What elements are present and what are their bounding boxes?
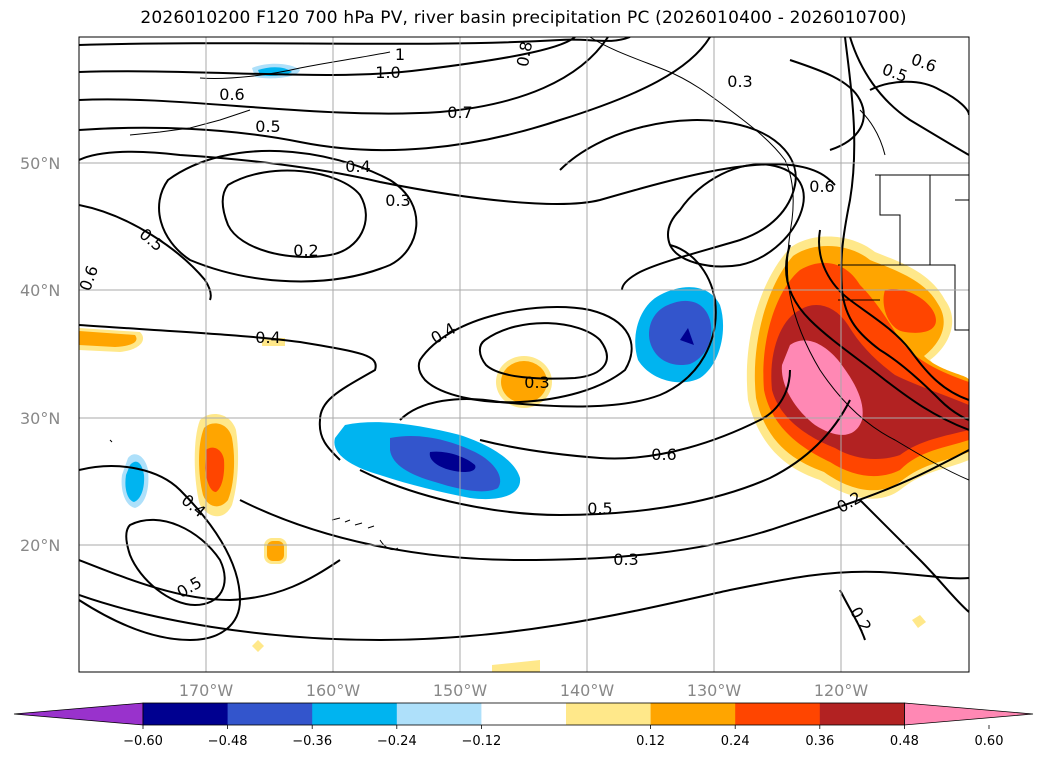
contour-line [79, 204, 212, 301]
colorbar-tick-label: −0.48 [208, 734, 248, 749]
longitude-labels: 170°W 160°W 150°W 140°W 130°W 120°W [179, 681, 869, 700]
lat-label: 30°N [20, 409, 60, 428]
lon-label: 130°W [687, 681, 742, 700]
contour-label: 0.3 [524, 373, 549, 392]
contour-line [417, 306, 633, 404]
colorbar-tick-label: −0.36 [292, 734, 332, 749]
contour-line [840, 37, 969, 421]
contour-label: 0.7 [447, 103, 472, 122]
lat-label: 40°N [20, 281, 60, 300]
contour-label: 0.3 [613, 550, 638, 569]
colorbar-tick-label: −0.24 [377, 734, 417, 749]
colorbar-segment [312, 703, 398, 725]
contour-line [158, 149, 418, 283]
colorbar-tick-label: 0.12 [636, 734, 665, 749]
lon-label: 170°W [179, 681, 234, 700]
contour-label: 0.2 [293, 241, 318, 260]
lon-label: 120°W [814, 681, 869, 700]
contour-label: 1 [395, 45, 405, 64]
contour-line [789, 59, 865, 151]
contour-line [869, 80, 969, 116]
colorbar-tick-label: 0.48 [890, 734, 919, 749]
colorbar-segment [227, 703, 313, 725]
coastline-north-america [589, 37, 969, 481]
contour-line [849, 37, 969, 156]
lon-label: 150°W [433, 681, 488, 700]
colorbar-segment [566, 703, 652, 725]
colorbar-segment [650, 703, 736, 725]
contour-line [667, 163, 805, 268]
colorbar-tick-label: 0.36 [805, 734, 834, 749]
colorbar-extend-low [13, 702, 144, 726]
lat-label: 20°N [20, 536, 60, 555]
colorbar: −0.60 −0.48 −0.36 −0.24 −0.12 0.12 0.24 0.36 0.4… [13, 702, 1034, 749]
colorbar-tick-label: 0.60 [975, 734, 1004, 749]
precip-shading [79, 63, 969, 672]
contour-line [478, 322, 608, 380]
contour-line [359, 399, 851, 517]
contour-line [79, 465, 242, 642]
contour-line [125, 519, 226, 607]
contour-label: 0.3 [727, 72, 752, 91]
colorbar-tick-label: 0.24 [721, 734, 750, 749]
contour-label: 0.5 [587, 499, 612, 518]
contour-line [79, 324, 377, 461]
contour-line [79, 37, 609, 115]
contour-label: 0.5 [255, 117, 280, 136]
coastlines [109, 37, 969, 551]
colorbar-segment [735, 703, 821, 725]
lon-label: 160°W [306, 681, 361, 700]
contour-line [79, 559, 341, 602]
contour-line [79, 37, 576, 76]
contour-label: 1.0 [375, 63, 400, 82]
colorbar-segment [481, 703, 567, 725]
contour-line [79, 570, 969, 642]
colorbar-tick-label: −0.60 [123, 734, 163, 749]
contour-line [839, 589, 866, 641]
lat-label: 50°N [20, 154, 60, 173]
contour-line [79, 150, 836, 205]
contour-line [559, 119, 797, 291]
contour-line [221, 169, 367, 258]
contour-line [859, 499, 969, 613]
colorbar-segment [396, 703, 482, 725]
contour-label: 0.4 [255, 328, 280, 347]
plot-frame [78, 36, 970, 673]
latitude-labels: 50°N 40°N 30°N 20°N [20, 154, 60, 555]
contour-label: 0.4 [345, 157, 370, 176]
contour-label: 0.6 [809, 177, 834, 196]
gridlines [79, 37, 969, 672]
contour-label: 0.3 [385, 191, 410, 210]
contour-line [399, 244, 717, 421]
contour-line [79, 37, 711, 152]
contour-label: 0.6 [651, 445, 676, 464]
colorbar-frame [142, 702, 905, 726]
colorbar-segment [819, 703, 905, 725]
colorbar-segment [143, 703, 229, 725]
contour-label: 0.8 [513, 40, 536, 68]
contour-line [239, 449, 969, 562]
colorbar-extend-high [904, 702, 1034, 726]
contour-line [479, 369, 791, 460]
contour-label: 0.6 [219, 85, 244, 104]
map-title: 2026010200 F120 700 hPa PV, river basin … [140, 8, 907, 28]
colorbar-tick-label: −0.12 [461, 734, 501, 749]
lon-label: 140°W [560, 681, 615, 700]
contour-line [818, 229, 969, 401]
